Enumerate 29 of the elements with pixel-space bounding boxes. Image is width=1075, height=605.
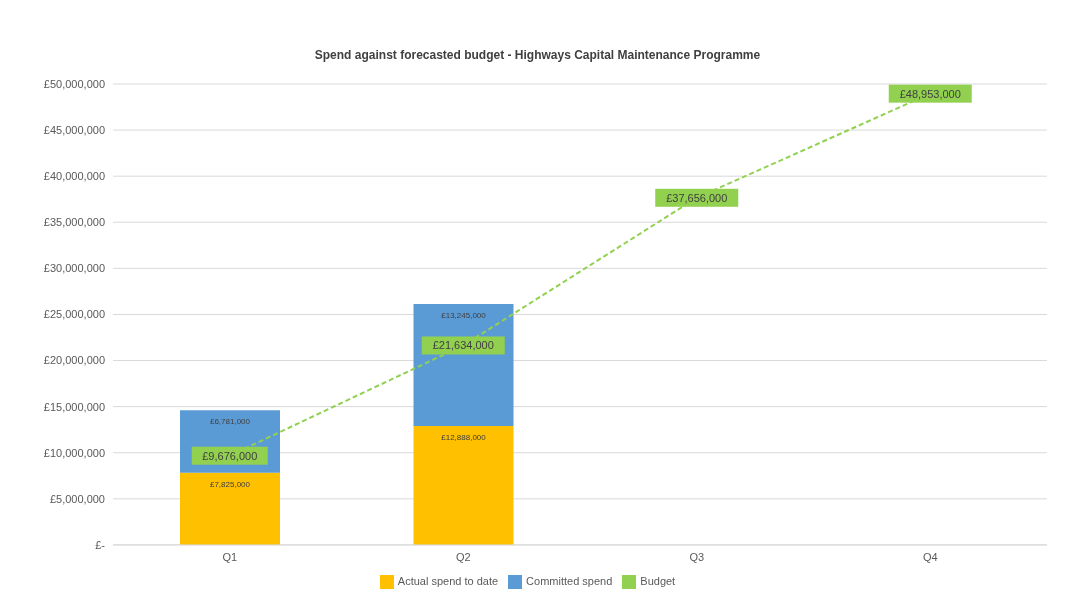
y-tick-label: £15,000,000 <box>43 400 105 413</box>
bar <box>180 472 280 545</box>
data-label: £12,888,000 <box>441 433 487 443</box>
data-label: £6,781,000 <box>209 417 251 427</box>
x-tick-label: Q3 <box>689 550 705 563</box>
y-tick-label: £40,000,000 <box>43 170 105 183</box>
data-label: £13,245,000 <box>441 311 487 321</box>
x-tick-label: Q2 <box>455 550 471 563</box>
y-tick-label: £- <box>95 538 106 551</box>
chart-title: Spend against forecasted budget - Highways Capital Maintenance Programme <box>313 47 762 64</box>
y-tick-label: £50,000,000 <box>43 77 105 90</box>
legend-label: Actual spend to date <box>397 574 499 587</box>
y-tick-label: £35,000,000 <box>43 216 105 229</box>
data-label: £21,634,000 <box>432 339 494 352</box>
x-tick-label: Q4 <box>922 550 938 563</box>
y-tick-label: £10,000,000 <box>43 446 105 459</box>
y-tick-label: £20,000,000 <box>43 354 105 367</box>
y-tick-label: £30,000,000 <box>43 262 105 275</box>
y-tick-label: £25,000,000 <box>43 308 105 321</box>
data-label: £48,953,000 <box>899 87 961 100</box>
data-label: £9,676,000 <box>202 449 258 462</box>
legend-label: Committed spend <box>526 574 613 587</box>
data-label: £37,656,000 <box>666 191 728 204</box>
bar <box>413 426 514 545</box>
x-tick-label: Q1 <box>222 550 238 563</box>
legend-label: Budget <box>640 574 676 587</box>
y-tick-label: £45,000,000 <box>43 124 105 136</box>
y-tick-label: £5,000,000 <box>49 492 105 505</box>
data-label: £7,825,000 <box>209 479 251 489</box>
